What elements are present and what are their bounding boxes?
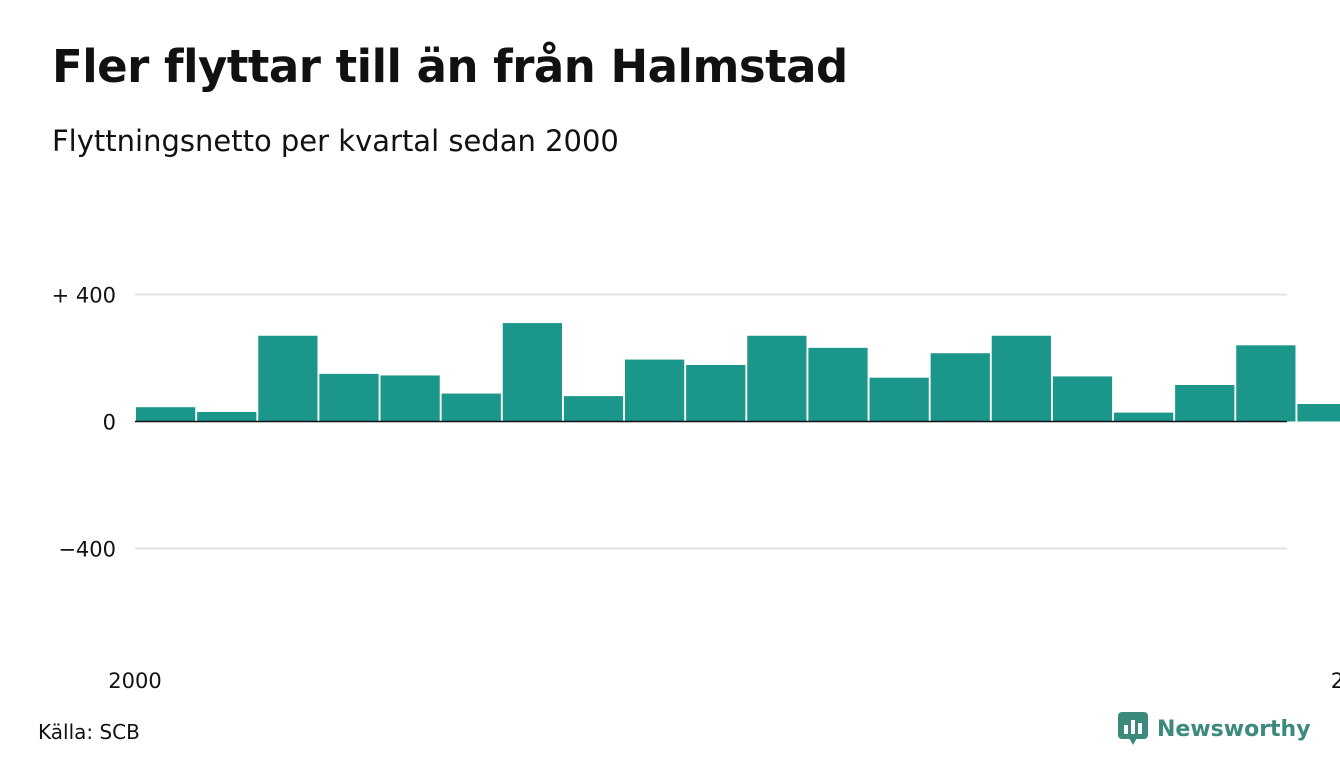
bar — [380, 375, 440, 422]
bar — [502, 323, 562, 422]
chart-subtitle: Flyttningsnetto per kvartal sedan 2000 — [52, 124, 619, 158]
bar — [197, 411, 257, 422]
bar — [258, 335, 318, 422]
bar — [1297, 404, 1340, 422]
x-tick-label: 2005 — [1331, 669, 1340, 693]
bar — [1052, 376, 1113, 422]
bar — [808, 347, 868, 422]
bar — [747, 335, 807, 422]
bar — [625, 359, 685, 422]
bar — [441, 393, 501, 422]
y-tick-label: −400 — [58, 538, 116, 562]
brand-name: Newsworthy — [1157, 716, 1311, 742]
bar — [563, 396, 624, 422]
bar — [136, 407, 196, 422]
bar — [319, 373, 379, 422]
newsworthy-brand[interactable]: Newsworthy — [1118, 712, 1311, 746]
x-tick-label: 2000 — [108, 669, 161, 693]
bar — [1114, 412, 1174, 422]
bar — [686, 364, 746, 422]
newsworthy-logo-icon — [1118, 712, 1148, 745]
bar — [1175, 384, 1235, 422]
source-note: Källa: SCB — [38, 720, 140, 744]
y-tick-label: + 400 — [52, 284, 116, 308]
y-tick-label: 0 — [103, 411, 116, 435]
bar — [869, 377, 929, 422]
bar — [991, 335, 1051, 422]
bar — [930, 353, 990, 422]
bar — [1236, 345, 1296, 422]
chart-title: Fler flyttar till än från Halmstad — [52, 40, 848, 93]
